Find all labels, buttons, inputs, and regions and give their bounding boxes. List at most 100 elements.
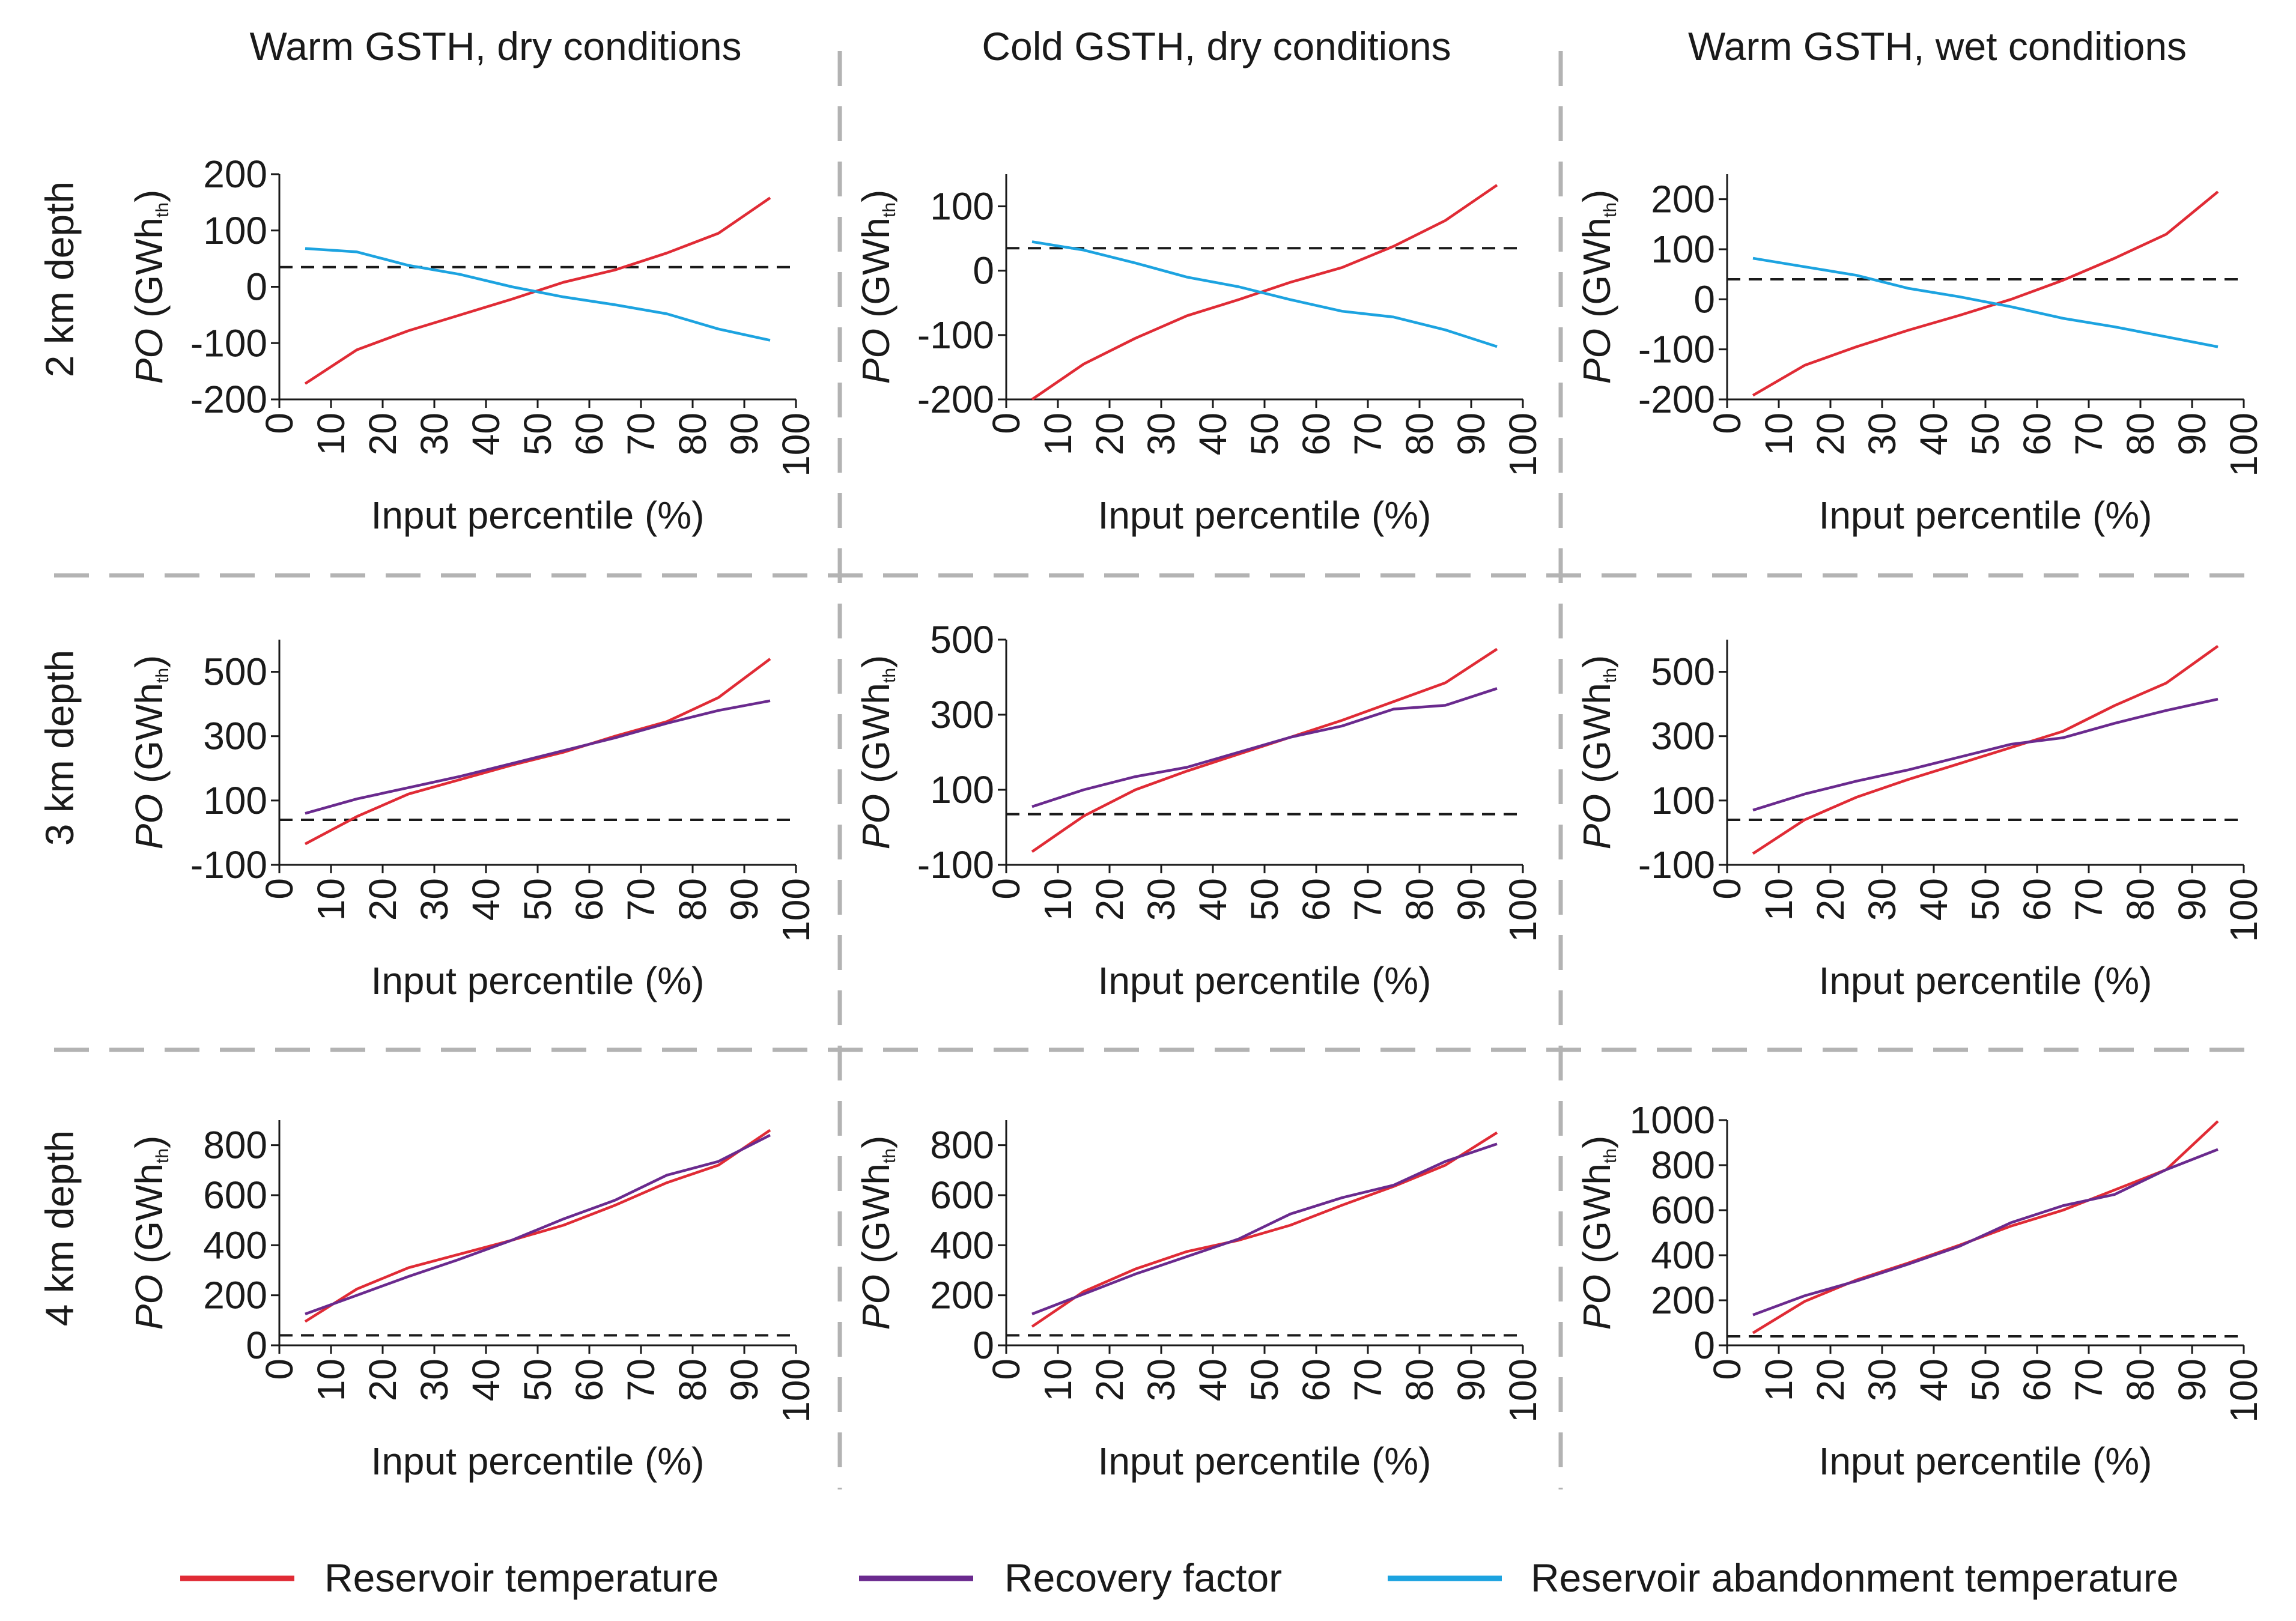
panel-r3c1-x-label: Input percentile (%)	[371, 1440, 705, 1483]
panel-r1c3-ytick-label--200: -200	[1638, 378, 1715, 421]
panel-r1c2-xtick-label-20: 20	[1088, 413, 1131, 455]
panel-r1c2-series-reservoir-abandonment-temperature	[1031, 240, 1498, 348]
panel-r3c1-y-label-unit: (GWh	[127, 1163, 171, 1264]
panel-r2c1-xtick-label-70: 70	[619, 878, 663, 921]
panel-r2c2-y-label: PO (GWhth)	[854, 655, 899, 850]
panel-r1c3-y-label-subscript: th	[1600, 202, 1620, 217]
panel-r3c1-series-reservoir-temperature	[304, 1129, 771, 1323]
panel-r2c3-ytick-label--100: -100	[1638, 843, 1715, 886]
panel-r2c1-y-label-close: )	[127, 655, 171, 668]
panel-r3c1-xtick-label-0: 0	[258, 1359, 301, 1380]
legend-label-reservoir-abandonment-temperature: Reservoir abandonment temperature	[1531, 1556, 2179, 1600]
panel-separators	[54, 51, 2247, 1489]
panel-r1c3-xtick-label-40: 40	[1912, 413, 1955, 455]
panel-r2c3-y-label-po: PO	[1575, 783, 1618, 849]
panel-r3c2: 0 200 400 600 800 0 10 20 30 40 50 60 70 80 90 100 Input…	[854, 1120, 1544, 1483]
panel-r1c1-ytick-label-200: 200	[203, 153, 267, 196]
panel-r2c1-xtick-label-10: 10	[309, 878, 353, 921]
panel-r3c2-ytick-label-400: 400	[930, 1223, 994, 1267]
panel-r2c2-y-label-subscript: th	[879, 668, 899, 683]
panel-r2c2-y-label-close: )	[854, 655, 897, 668]
panel-r1c2-xtick-label-70: 70	[1346, 413, 1389, 455]
legend: Reservoir temperature Recovery factor Re…	[180, 1556, 2179, 1600]
panel-r2c3-xtick-label-30: 30	[1860, 878, 1904, 921]
panel-r1c2-xtick-label-100: 100	[1501, 413, 1544, 477]
panel-r2c1-y-label-subscript: th	[153, 668, 172, 683]
panel-r2c2-ytick-label--100: -100	[917, 843, 994, 886]
panel-r3c1-ytick-label-400: 400	[203, 1223, 267, 1267]
panel-r3c1-xtick-label-30: 30	[413, 1359, 456, 1401]
panel-r1c3-xtick-label-70: 70	[2067, 413, 2110, 455]
panel-r2c3-xtick-label-40: 40	[1912, 878, 1955, 921]
panel-r2c2-xtick-label-20: 20	[1088, 878, 1131, 921]
panel-r1c3-ytick-label-100: 100	[1651, 228, 1715, 271]
panel-r3c1-xtick-label-100: 100	[774, 1359, 818, 1423]
panel-r2c1-ytick-label-100: 100	[203, 779, 267, 822]
panel-r2c3-ytick-label-100: 100	[1651, 779, 1715, 822]
panel-r2c3-series-reservoir-temperature	[1752, 644, 2219, 855]
panel-r3c1-ytick-label-600: 600	[203, 1174, 267, 1217]
panel-r1c1-xtick-label-30: 30	[413, 413, 456, 455]
panel-r2c3-y-label-unit: (GWh	[1575, 683, 1618, 783]
panel-r3c2-xtick-label-90: 90	[1450, 1359, 1493, 1401]
panel-r2c1-xtick-label-90: 90	[723, 878, 766, 921]
panel-r1c1-xtick-label-40: 40	[464, 413, 508, 455]
row-label-3: 4 km depth	[37, 1130, 82, 1327]
panel-r1c2-y-label: PO (GWhth)	[854, 190, 899, 384]
panel-r2c1-y-label-unit: (GWh	[127, 683, 171, 783]
panel-r2c1-xtick-label-60: 60	[568, 878, 611, 921]
panel-r1c2-ytick-label--100: -100	[917, 314, 994, 357]
panel-r1c2-xtick-label-50: 50	[1243, 413, 1286, 455]
row-label-2: 3 km depth	[37, 650, 82, 846]
panel-r2c2-y-label-unit: (GWh	[854, 683, 897, 783]
panel-r2c1-series-reservoir-temperature	[304, 658, 771, 846]
panel-r3c2-ytick-label-200: 200	[930, 1274, 994, 1317]
panel-r1c1-xtick-label-60: 60	[568, 413, 611, 455]
panel-r3c1-ytick-label-200: 200	[203, 1274, 267, 1317]
panel-r1c1-y-label-po: PO	[127, 318, 171, 384]
panel-r3c1-xtick-label-70: 70	[619, 1359, 663, 1401]
panel-r2c2-series-reservoir-temperature	[1031, 647, 1498, 853]
panel-r1c2-ytick-label-100: 100	[930, 185, 994, 228]
panel-r3c2-xtick-label-10: 10	[1036, 1359, 1080, 1401]
panel-r1c3-ytick-label-0: 0	[1693, 277, 1715, 321]
panel-r1c1-xtick-label-10: 10	[309, 413, 353, 455]
panel-r2c3-xtick-label-20: 20	[1809, 878, 1852, 921]
panel-r1c1-ytick-label--100: -100	[190, 321, 267, 365]
panel-r3c1-xtick-label-80: 80	[671, 1359, 714, 1401]
panel-r1c3-y-label-close: )	[1575, 190, 1618, 202]
panel-r1c2-xtick-label-80: 80	[1398, 413, 1441, 455]
panel-r2c2-ytick-label-500: 500	[930, 618, 994, 661]
panel-r1c2-xtick-label-90: 90	[1450, 413, 1493, 455]
panel-r2c3-xtick-label-60: 60	[2015, 878, 2059, 921]
panel-r1c3-ytick-label-200: 200	[1651, 178, 1715, 221]
panel-r1c1-ytick-label--200: -200	[190, 378, 267, 421]
panel-r3c3-xtick-label-0: 0	[1705, 1359, 1749, 1380]
panel-r1c3-xtick-label-20: 20	[1809, 413, 1852, 455]
panel-r2c2-xtick-label-0: 0	[985, 878, 1028, 900]
legend-label-recovery-factor: Recovery factor	[1004, 1556, 1282, 1600]
panel-r3c3-xtick-label-20: 20	[1809, 1359, 1852, 1401]
panel-r1c3-xtick-label-100: 100	[2222, 413, 2265, 477]
panel-r1c2-ytick-label-0: 0	[973, 249, 994, 292]
panel-r3c2-series-reservoir-temperature	[1031, 1131, 1498, 1328]
panel-r2c1-ytick-label-300: 300	[203, 715, 267, 758]
panel-r2c3-y-label-subscript: th	[1600, 668, 1620, 683]
panel-r3c3-xtick-label-10: 10	[1757, 1359, 1800, 1401]
panel-r3c2-xtick-label-70: 70	[1346, 1359, 1389, 1401]
panel-r2c2-ytick-label-300: 300	[930, 693, 994, 736]
column-title-1: Warm GSTH, dry conditions	[249, 24, 741, 68]
panel-r3c2-y-label-subscript: th	[879, 1148, 899, 1163]
panel-r2c3-y-label: PO (GWhth)	[1575, 655, 1620, 850]
panel-r1c1-x-label: Input percentile (%)	[371, 494, 705, 537]
panel-r2c1-xtick-label-0: 0	[258, 878, 301, 900]
panel-r2c2-ytick-label-100: 100	[930, 768, 994, 811]
panel-r3c3-xtick-label-30: 30	[1860, 1359, 1904, 1401]
panel-r3c2-ytick-label-0: 0	[973, 1324, 994, 1367]
